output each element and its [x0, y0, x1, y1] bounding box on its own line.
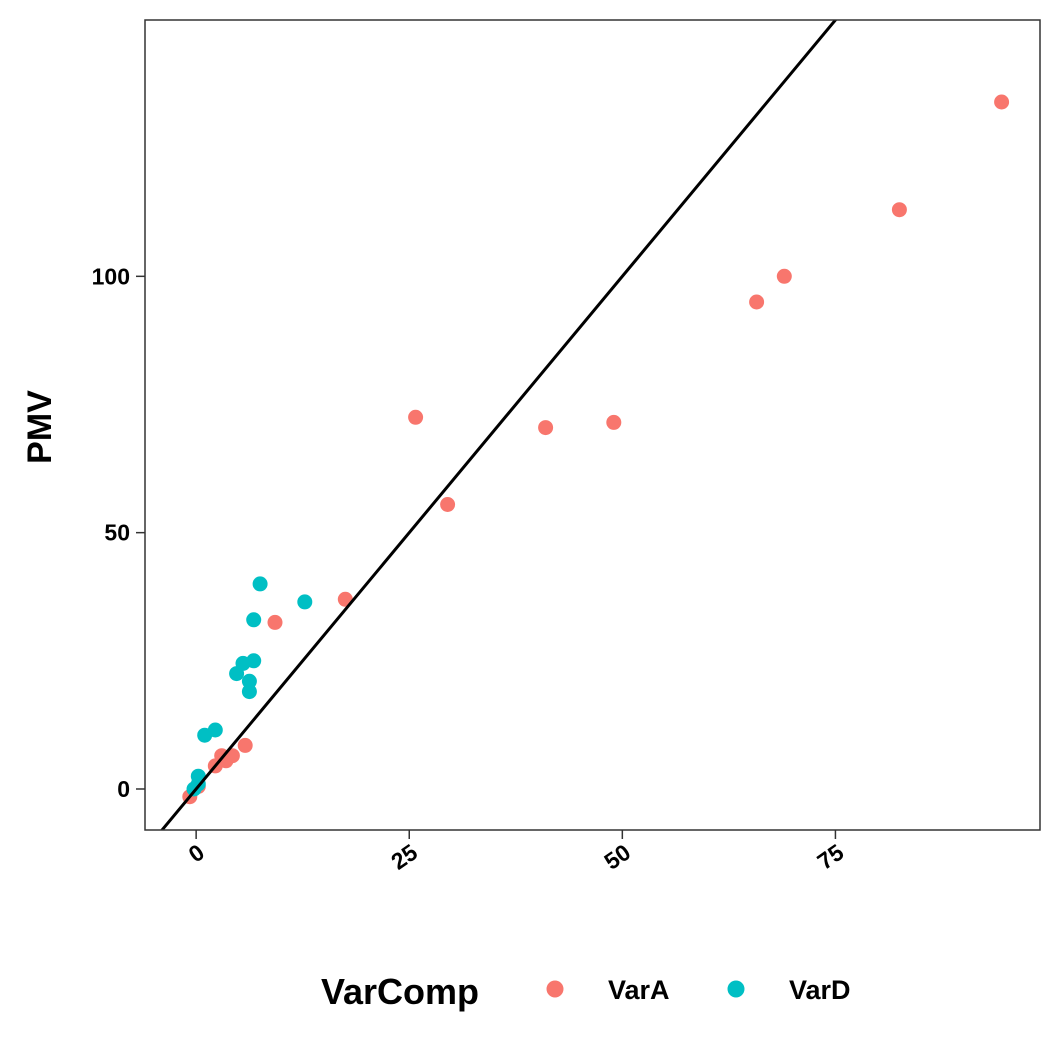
legend-items: VarA VarD: [546, 975, 851, 1005]
data-point-vara: [538, 420, 554, 436]
data-point-vara: [749, 294, 765, 310]
data-point-vard: [241, 673, 257, 689]
legend-label-vard: VarD: [789, 975, 851, 1005]
data-point-vard: [246, 612, 262, 628]
data-point-vard: [241, 684, 257, 700]
data-point-vara: [237, 737, 253, 753]
y-axis-title: PMV: [21, 390, 59, 464]
legend-title: VarComp: [321, 971, 479, 1012]
data-point-vard: [246, 653, 262, 669]
x-tick-label: 0: [184, 839, 209, 868]
identity-line: [160, 20, 838, 830]
legend-key-vara: [546, 980, 564, 998]
axes: 0 50 100 0 25 50 75: [92, 19, 1041, 875]
data-point-vard: [207, 722, 223, 738]
plot-marks: [160, 20, 1010, 830]
data-point-vara: [267, 614, 283, 630]
data-point-vard: [297, 594, 313, 610]
data-point-vara: [994, 94, 1010, 110]
data-point-vara: [606, 414, 622, 430]
data-point-vard: [252, 576, 268, 592]
plot-area: [160, 20, 1010, 830]
data-point-vara: [440, 497, 456, 512]
x-tick-label: 50: [599, 839, 635, 875]
data-point-vara: [891, 202, 907, 218]
data-point-vara: [776, 268, 792, 284]
y-tick-label: 50: [104, 520, 130, 546]
legend-key-vard: [727, 980, 745, 998]
data-point-vara: [408, 409, 424, 425]
y-tick-label: 0: [117, 776, 130, 802]
legend: VarComp VarA VarD: [321, 971, 851, 1012]
x-tick-label: 75: [812, 839, 848, 875]
x-tick-label: 25: [386, 839, 422, 875]
legend-label-vara: VarA: [608, 975, 670, 1005]
panel-border: [144, 19, 1041, 831]
y-tick-label: 100: [92, 263, 130, 289]
